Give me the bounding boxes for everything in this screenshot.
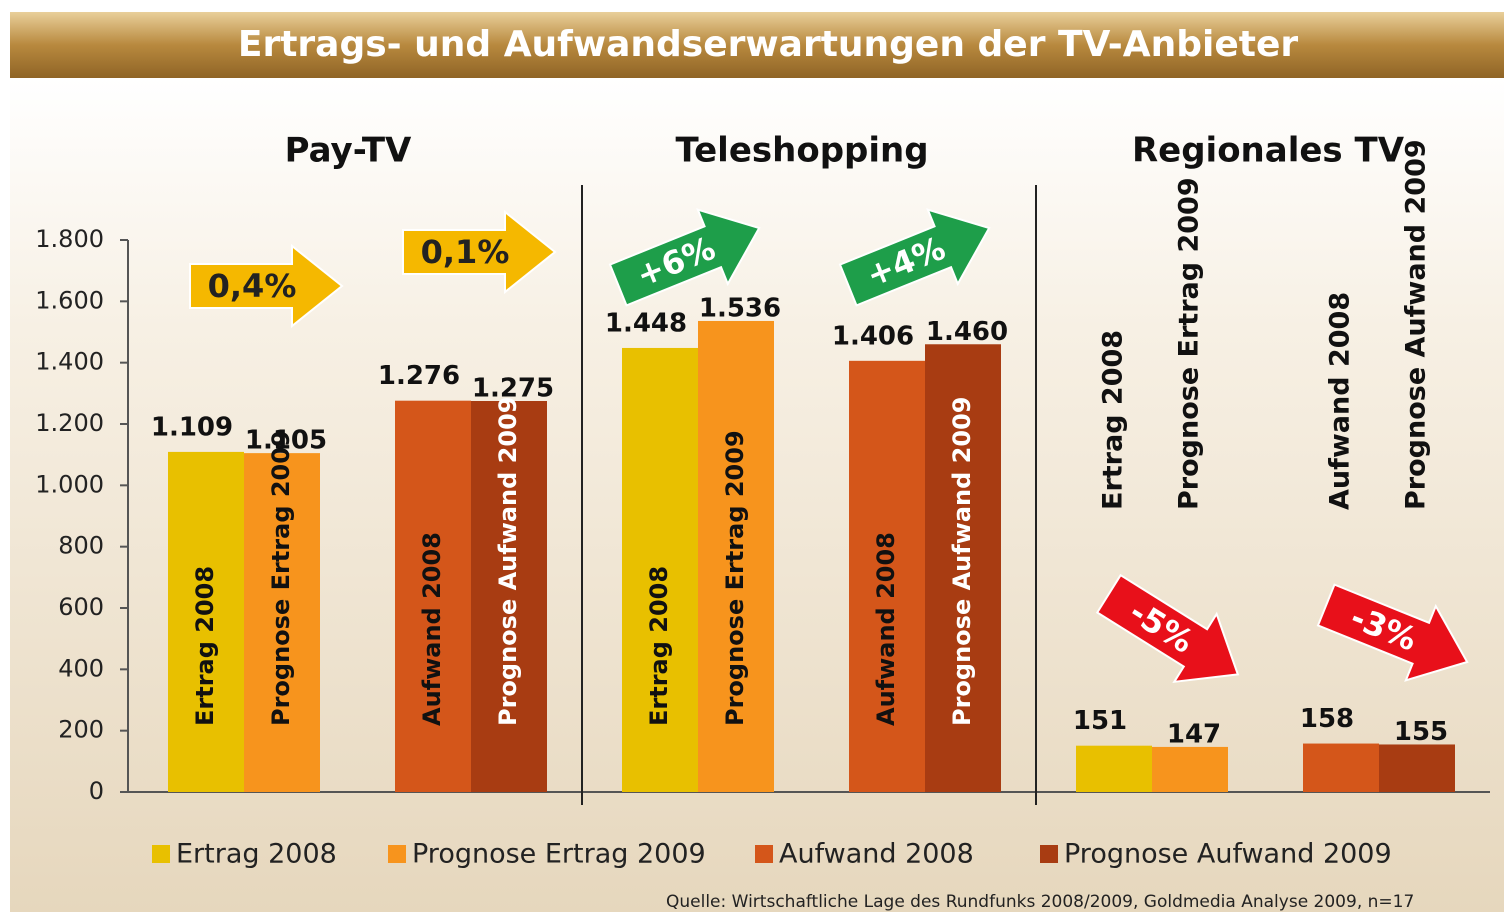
y-tick-label: 600 <box>58 593 104 621</box>
bar-series-label: Aufwand 2008 <box>1325 292 1356 510</box>
bar-series-label: Prognose Aufwand 2009 <box>1401 139 1432 510</box>
arrow-shape <box>1095 573 1240 684</box>
legend-label: Prognose Aufwand 2009 <box>1064 839 1392 870</box>
y-tick-label: 1.200 <box>35 409 104 437</box>
value-label: 1.460 <box>926 317 1008 347</box>
legend-label: Aufwand 2008 <box>779 839 974 870</box>
y-tick-label: 0 <box>89 777 104 805</box>
value-label: 1.276 <box>378 361 460 391</box>
bar-series-label: Prognose Ertrag 2009 <box>1174 177 1205 510</box>
bar <box>622 347 698 792</box>
bar <box>244 453 320 792</box>
bar-series-label: Ertrag 2008 <box>1098 330 1129 510</box>
arrow-shape <box>838 208 991 307</box>
bar-series-label: Aufwand 2008 <box>418 532 446 726</box>
y-tick-label: 200 <box>58 716 104 744</box>
group-title: Teleshopping <box>675 131 928 171</box>
bar <box>698 320 774 792</box>
value-label: 1.406 <box>832 321 914 351</box>
bar <box>1303 743 1379 792</box>
group-title: Regionales TV <box>1132 131 1405 171</box>
y-tick-label: 800 <box>58 532 104 560</box>
value-label: 1.105 <box>245 426 327 456</box>
bar <box>1152 746 1228 792</box>
legend-swatch <box>152 845 170 863</box>
legend-swatch <box>388 845 406 863</box>
value-label: 151 <box>1073 706 1127 736</box>
value-label: 1.109 <box>151 412 233 442</box>
group-title: Pay-TV <box>285 131 412 171</box>
arrow-shape <box>608 208 761 307</box>
change-arrow: 0,1% <box>402 209 557 295</box>
legend-label: Ertrag 2008 <box>176 839 337 870</box>
value-label: 1.275 <box>472 374 554 404</box>
arrow-label: 0,1% <box>421 233 510 271</box>
bar-series-label: Ertrag 2008 <box>191 566 219 726</box>
bar <box>849 360 925 792</box>
arrow-shape <box>402 209 557 295</box>
legend-swatch <box>755 845 773 863</box>
value-label: 147 <box>1167 719 1221 749</box>
bar <box>395 400 471 792</box>
arrow-shape <box>1316 583 1469 682</box>
bar-series-label: Prognose Aufwand 2009 <box>948 397 976 726</box>
bar-series-label: Ertrag 2008 <box>645 566 673 726</box>
title-bar <box>10 12 1504 78</box>
legend-label: Prognose Ertrag 2009 <box>412 839 706 870</box>
bar <box>1076 745 1152 792</box>
value-label: 155 <box>1394 717 1448 747</box>
arrow-label: 0,4% <box>208 267 297 305</box>
value-label: 1.536 <box>699 293 781 323</box>
y-tick-label: 400 <box>58 654 104 682</box>
legend-swatch <box>1040 845 1058 863</box>
bar <box>168 451 244 792</box>
y-tick-label: 1.800 <box>35 225 104 253</box>
bar-series-label: Prognose Ertrag 2009 <box>721 430 749 726</box>
source: Quelle: Wirtschaftliche Lage des Rundfun… <box>666 892 1414 912</box>
change-arrow: 0,4% <box>189 243 344 329</box>
chart-title: Ertrags- und Aufwandserwartungen der TV-… <box>238 24 1299 65</box>
bar <box>925 344 1001 792</box>
bar <box>471 401 547 792</box>
bar-series-label: Prognose Ertrag 2009 <box>267 430 295 726</box>
bar-series-label: Aufwand 2008 <box>872 532 900 726</box>
bar <box>1379 744 1455 792</box>
y-tick-label: 1.400 <box>35 348 104 376</box>
value-label: 1.448 <box>605 308 687 338</box>
bar-series-label: Prognose Aufwand 2009 <box>494 397 522 726</box>
value-label: 158 <box>1300 704 1354 734</box>
y-tick-label: 1.000 <box>35 470 104 498</box>
y-tick-label: 1.600 <box>35 286 104 314</box>
arrow-shape <box>189 243 344 329</box>
